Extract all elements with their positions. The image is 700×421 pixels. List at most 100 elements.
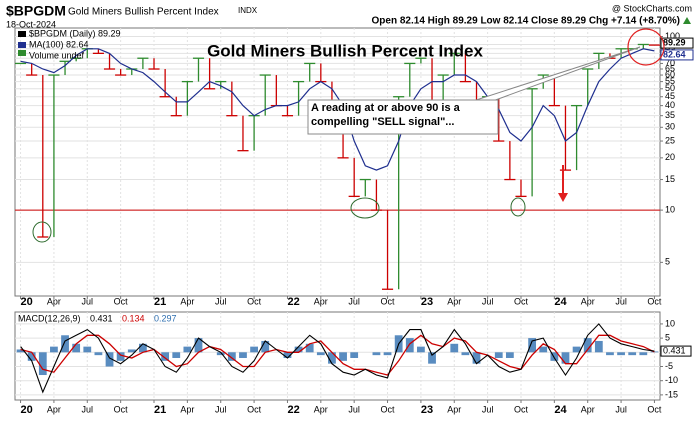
x-tick-label: Apr: [581, 296, 595, 306]
histogram-bar: [138, 343, 147, 353]
histogram-bar: [505, 352, 514, 358]
date: 18-Oct-2024: [6, 19, 56, 29]
annotation-wrap: A reading at or above 90 is a compelling…: [311, 102, 460, 128]
quote: Open 82.14 High 89.29 Low 82.14 Close 89…: [372, 16, 680, 27]
histogram-bar: [328, 352, 336, 364]
x-tick-label: Jul: [82, 404, 94, 414]
signal-line: [20, 334, 655, 376]
end-label-box: [660, 37, 694, 49]
x-tick-label: 20: [21, 296, 33, 308]
histogram-bar: [583, 338, 592, 353]
highlight-circle: [350, 197, 380, 219]
histogram-bar: [494, 352, 503, 358]
histogram-bar: [105, 352, 114, 367]
x-tick-label: Jul: [348, 404, 360, 414]
x-tick-label: Apr: [47, 296, 61, 306]
y-tick-label: 40: [665, 100, 675, 110]
histogram-bar: [50, 346, 58, 353]
histogram-bar: [161, 352, 170, 361]
annotation: A reading at or above 90 is a compelling…: [311, 102, 460, 128]
histogram-bar: [628, 352, 637, 356]
x-tick-label: Jul: [348, 296, 360, 306]
end-label: 82.64: [663, 49, 686, 59]
legend-label: 0.431: [90, 313, 113, 323]
x-tick-label: 22: [287, 404, 299, 416]
histogram-bar: [305, 343, 314, 353]
x-tick-label: 21: [154, 404, 166, 416]
histogram-bar: [561, 352, 570, 364]
y-tick-label: 60: [665, 69, 675, 79]
legend-label: 0.297: [154, 313, 177, 323]
moving-average: [20, 48, 655, 171]
x-tick-label: 24: [554, 296, 567, 308]
x-tick-label: Apr: [180, 404, 194, 414]
highlight-circle: [510, 197, 526, 217]
x-tick-label: Oct: [647, 296, 662, 306]
y-tick-label: 45: [665, 91, 675, 101]
histogram-bar: [316, 352, 325, 356]
annotation-box: [307, 99, 499, 135]
x-tick-label: Apr: [581, 404, 595, 414]
x-tick-label: Apr: [180, 296, 194, 306]
x-tick-label: Jul: [615, 404, 627, 414]
histogram-bar: [428, 352, 436, 364]
histogram-bar: [417, 346, 425, 353]
legend-swatch: [18, 42, 26, 48]
histogram-bar: [294, 346, 303, 353]
highlight-circle: [32, 221, 52, 243]
x-tick-label: Oct: [381, 404, 396, 414]
y-tick-label: 15: [665, 174, 675, 184]
histogram-bar: [61, 335, 69, 353]
x-tick-label: Jul: [482, 404, 494, 414]
histogram-bar: [539, 346, 548, 353]
x-tick-label: 23: [421, 296, 433, 308]
x-tick-label: Oct: [247, 404, 262, 414]
end-label-box: [660, 49, 694, 61]
exchange: INDX: [238, 6, 258, 15]
y-tick-label: -10: [665, 375, 678, 385]
histogram-bar: [83, 346, 92, 353]
histogram-bar: [27, 352, 36, 361]
x-tick-label: Jul: [615, 296, 627, 306]
histogram-bar: [450, 343, 459, 353]
y-tick-label: 20: [665, 152, 675, 162]
histogram-bar: [528, 338, 537, 353]
histogram-bar: [261, 340, 270, 353]
x-tick-label: Apr: [47, 404, 61, 414]
y-tick-label: 65: [665, 63, 675, 73]
y-tick-label: -5: [665, 361, 673, 371]
x-tick-label: Apr: [447, 296, 461, 306]
y-tick-label: 5: [665, 257, 670, 267]
y-tick-label: 35: [665, 110, 675, 120]
y-tick-label: -15: [665, 389, 678, 399]
histogram-bar: [127, 349, 136, 353]
chart-title: Gold Miners Bullish Percent Index: [207, 41, 483, 60]
histogram-bar: [372, 352, 381, 356]
histogram-bar: [405, 338, 414, 353]
signal-arrow-head: [558, 193, 568, 202]
end-label: 0.431: [663, 345, 686, 355]
x-tick-label: Jul: [215, 296, 227, 306]
x-tick-label: Jul: [482, 296, 494, 306]
histogram-bar: [94, 352, 103, 356]
x-tick-label: Oct: [114, 296, 129, 306]
x-tick-label: Oct: [381, 296, 396, 306]
histogram-bar: [572, 346, 581, 353]
histogram-bar: [172, 352, 181, 358]
x-tick-label: Jul: [82, 296, 94, 306]
y-tick-label: 10: [665, 204, 675, 214]
macd-line: [20, 323, 655, 394]
y-tick-label: 5: [665, 332, 670, 342]
histogram-bar: [183, 346, 192, 353]
histogram-bar: [250, 346, 258, 353]
x-tick-label: Oct: [114, 404, 129, 414]
histogram-bar: [339, 352, 347, 361]
histogram-bar: [639, 352, 648, 356]
histogram-bar: [472, 352, 481, 364]
histogram-bar: [283, 352, 292, 358]
histogram-bar: [194, 338, 203, 353]
legend-label: Volume undef: [29, 50, 85, 60]
x-tick-label: 20: [21, 404, 33, 416]
histogram-bar: [383, 352, 392, 356]
y-tick-label: 10: [665, 318, 675, 328]
